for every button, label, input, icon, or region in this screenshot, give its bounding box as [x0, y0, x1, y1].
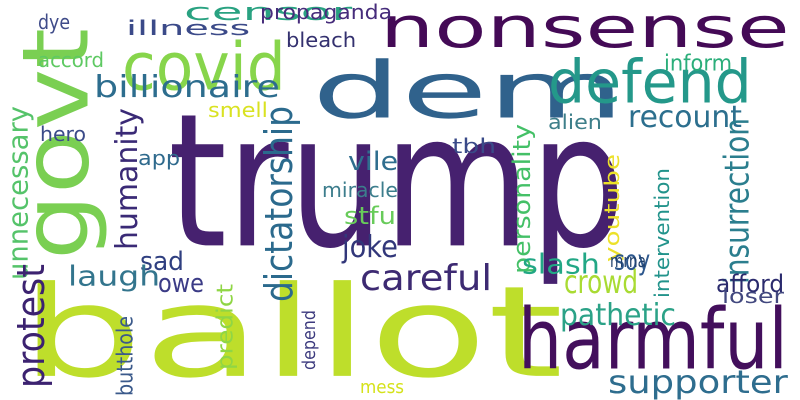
word-smell: smell	[208, 98, 268, 122]
word-careful: careful	[360, 256, 493, 299]
word-nonsense: nonsense	[380, 0, 790, 61]
word-covid: covid	[122, 28, 286, 106]
word-dye: dye	[38, 10, 71, 34]
word-joke: joke	[342, 229, 398, 265]
word-censor: censor	[184, 0, 353, 26]
word-slash: slash	[522, 247, 600, 281]
word-recount: recount	[628, 99, 742, 135]
word-illness: illness	[126, 16, 251, 40]
word-insurrection: insurrection	[716, 118, 757, 284]
word-defend: defend	[548, 46, 752, 117]
word-crowd: crowd	[564, 263, 639, 301]
word-depend: depend	[298, 310, 320, 370]
word-stfu: stfu	[344, 201, 396, 230]
word-bleach: bleach	[286, 28, 357, 52]
word-predict: predict	[212, 283, 238, 370]
word-miracle: miracle	[322, 178, 398, 202]
word-propaganda: propaganda	[260, 0, 393, 24]
word-vile: vile	[348, 145, 399, 177]
word-inform: inform	[664, 50, 733, 76]
word-alien: alien	[548, 110, 602, 134]
word-billionaire: billionaire	[94, 69, 280, 105]
word-harmful: harmful	[518, 290, 788, 389]
word-soy: soy	[614, 243, 651, 277]
word-owe: owe	[158, 267, 204, 299]
word-mess: mess	[360, 376, 405, 398]
word-accord: accord	[38, 48, 105, 72]
word-tbh: tbh	[452, 134, 497, 158]
word-butthole: butthole	[112, 315, 138, 396]
word-trump: trump	[168, 73, 626, 290]
word-loser: loser	[722, 284, 784, 308]
word-supporter: supporter	[608, 363, 788, 400]
word-protest: protest	[8, 264, 54, 388]
word-laugh: laugh	[68, 259, 161, 293]
word-dem: dem	[312, 44, 625, 137]
word-hero: hero	[40, 122, 86, 146]
word-sad: sad	[140, 245, 184, 277]
word-humanity: humanity	[109, 108, 145, 250]
word-dictatorship: dictatorship	[256, 106, 302, 302]
word-intervention: intervention	[650, 168, 674, 298]
word-pathetic: pathetic	[560, 297, 676, 333]
word-afford: afford	[716, 269, 785, 298]
word-app: app	[138, 146, 181, 170]
word-ballot: ballot	[20, 258, 564, 400]
word-mrna: mrna	[610, 250, 647, 272]
word-unnecessary: unnecessary	[1, 106, 35, 280]
